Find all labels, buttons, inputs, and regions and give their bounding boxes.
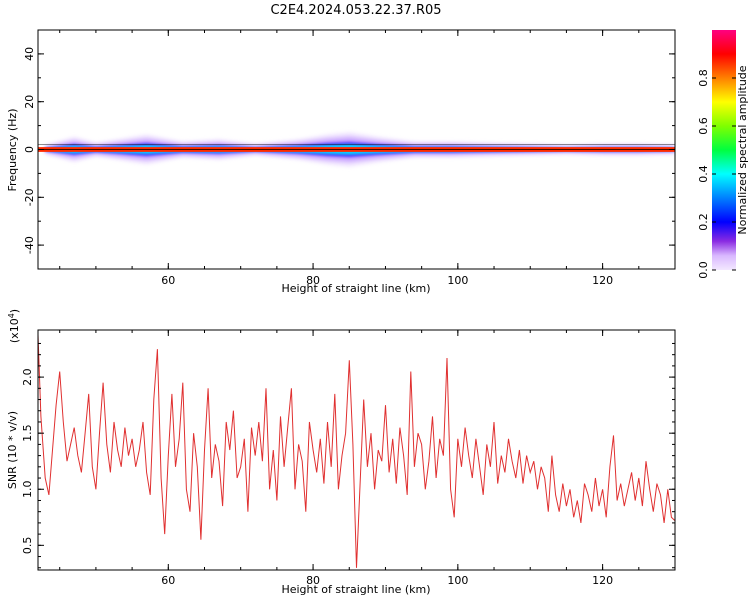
snr-series-line: [38, 334, 675, 568]
snr-x-tick-label: 60: [161, 574, 175, 587]
spectrogram-x-label: Height of straight line (km): [281, 282, 430, 295]
spectrogram-y-tick-label: -20: [23, 188, 36, 206]
snr-x-tick-label: 120: [592, 574, 613, 587]
snr-y-label: SNR (10 * v/v): [6, 411, 19, 489]
spectrogram-band: [38, 132, 675, 167]
chart-title: C2E4.2024.053.22.37.R05: [270, 3, 441, 18]
colorbar-label: Normalized spectral amplitude: [736, 65, 749, 234]
colorbar-tick-label: 0.8: [697, 69, 710, 87]
spectrogram-y-tick-label: 0: [23, 146, 36, 153]
colorbar: 0.0 0.2 0.4 0.6 0.8 Normalized spectral ampl…: [697, 30, 749, 279]
snr-y-tick-label: 0.5: [21, 537, 34, 555]
colorbar-tick-label: 0.4: [697, 165, 710, 183]
snr-ticks: 60 80 100 120 0.5 1.0 1.5 2.0: [21, 330, 676, 587]
spectrogram-y-label: Frequency (Hz): [6, 109, 19, 192]
snr-y-tick-label: 1.0: [21, 481, 34, 499]
spectrogram-x-tick-label: 120: [592, 274, 613, 287]
snr-y-tick-label: 1.5: [21, 424, 34, 442]
snr-x-tick-label: 80: [306, 574, 320, 587]
colorbar-tick-label: 0.6: [697, 117, 710, 135]
snr-frame: [37, 329, 676, 571]
spectrogram-y-tick-label: 40: [23, 47, 36, 61]
colorbar-ticks: 0.0 0.2 0.4 0.6 0.8: [697, 69, 736, 279]
spectrogram-y-tick-label: -40: [23, 236, 36, 254]
colorbar-tick-label: 0.2: [697, 213, 710, 231]
spectrogram-panel: 60 80 100 120 -40 -20 0 20 40 Height of straight…: [6, 29, 676, 295]
snr-y-multiplier: (x104): [7, 309, 21, 343]
snr-x-tick-label: 100: [447, 574, 468, 587]
spectrogram-x-tick-label: 100: [447, 274, 468, 287]
snr-x-label: Height of straight line (km): [281, 583, 430, 596]
spectrogram-x-tick-label: 80: [306, 274, 320, 287]
spectrogram-x-tick-label: 60: [161, 274, 175, 287]
spectrogram-y-tick-label: 20: [23, 95, 36, 109]
snr-panel: 60 80 100 120 0.5 1.0 1.5 2.0 Height of straigh…: [6, 309, 676, 596]
colorbar-gradient: [712, 30, 736, 270]
spectrogram-ticks: 60 80 100 120 -40 -20 0 20 40: [23, 29, 676, 287]
colorbar-tick-label: 0.0: [697, 261, 710, 279]
snr-y-tick-label: 2.0: [21, 368, 34, 386]
